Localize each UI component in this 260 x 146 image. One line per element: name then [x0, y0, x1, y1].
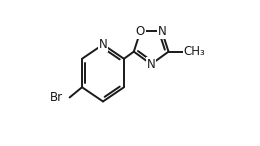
Text: O: O — [136, 25, 145, 38]
Text: N: N — [99, 38, 107, 51]
Text: Br: Br — [50, 91, 63, 104]
Text: N: N — [147, 58, 155, 71]
Text: CH₃: CH₃ — [184, 45, 206, 58]
Text: N: N — [158, 25, 166, 38]
